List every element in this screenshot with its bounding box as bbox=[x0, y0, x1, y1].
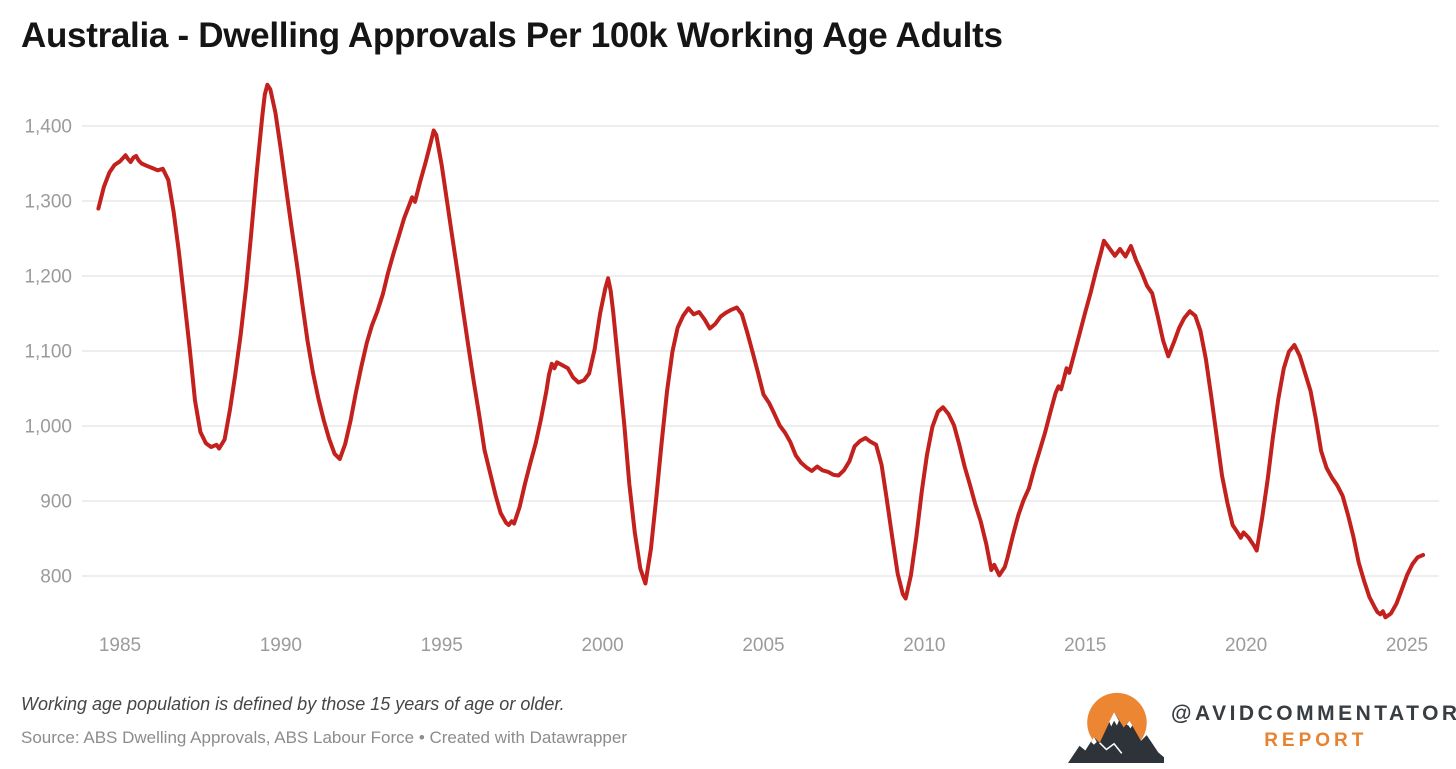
y-axis-tick-label: 900 bbox=[40, 492, 72, 513]
x-axis-tick-label: 2005 bbox=[742, 635, 784, 656]
source-credit: Source: ABS Dwelling Approvals, ABS Labo… bbox=[21, 728, 627, 747]
y-axis-tick-label: 1,300 bbox=[24, 192, 72, 213]
x-axis-tick-label: 1990 bbox=[260, 635, 302, 656]
y-axis-tick-label: 1,200 bbox=[24, 267, 72, 288]
logo-text-block: @AVIDCOMMENTATOR Report bbox=[1171, 702, 1456, 752]
logo-handle: @AVIDCOMMENTATOR bbox=[1171, 701, 1456, 725]
x-axis-tick-label: 2020 bbox=[1225, 635, 1267, 656]
y-axis-tick-label: 1,400 bbox=[24, 117, 72, 138]
x-axis-tick-label: 1995 bbox=[421, 635, 463, 656]
line-chart: 800 900 1,000 1,100 1,200 1,300 1,400 1985 1990 1… bbox=[24, 82, 1439, 656]
mountain-sun-icon bbox=[1068, 692, 1164, 763]
snowcap-left bbox=[1091, 737, 1097, 745]
logo-report-label: Report bbox=[1264, 729, 1368, 751]
y-axis-tick-label: 800 bbox=[40, 567, 72, 588]
y-axis-tick-label: 1,100 bbox=[24, 342, 72, 363]
chart-footnote: Working age population is defined by tho… bbox=[21, 694, 565, 714]
x-axis-tick-label: 2025 bbox=[1386, 635, 1428, 656]
page-title: Australia - Dwelling Approvals Per 100k … bbox=[21, 16, 1003, 55]
x-axis-tick-label: 2015 bbox=[1064, 635, 1106, 656]
snowcap-main bbox=[1109, 712, 1119, 727]
mountain-range-shape bbox=[1068, 712, 1164, 763]
approvals-trend-line bbox=[96, 82, 1426, 620]
x-axis-tick-label: 1985 bbox=[99, 635, 141, 656]
y-axis-tick-label: 1,000 bbox=[24, 417, 72, 438]
brand-logo: @AVIDCOMMENTATOR Report bbox=[1068, 686, 1456, 767]
x-axis-tick-label: 2000 bbox=[581, 635, 623, 656]
ridge-highlight bbox=[1099, 742, 1123, 754]
x-axis-tick-label: 2010 bbox=[903, 635, 945, 656]
